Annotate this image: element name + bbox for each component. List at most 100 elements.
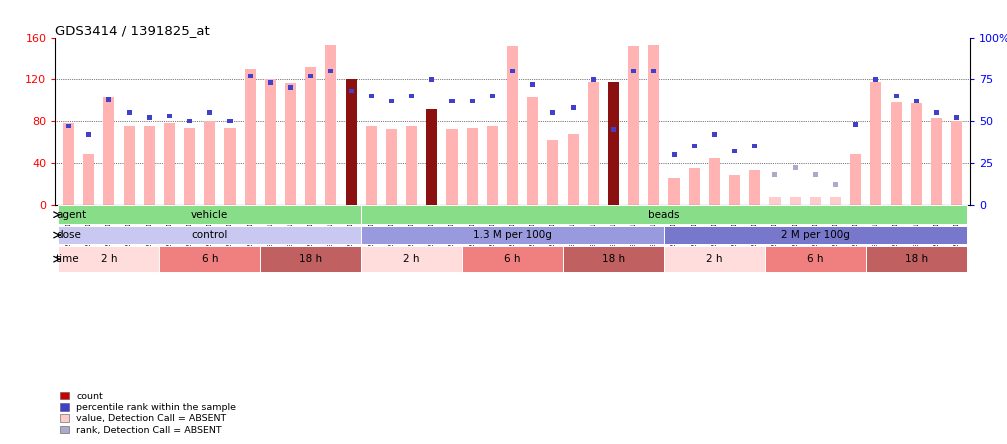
Bar xyxy=(147,115,152,120)
Bar xyxy=(571,105,576,110)
Bar xyxy=(84,155,95,205)
Bar xyxy=(528,97,539,205)
Bar xyxy=(531,82,536,87)
Bar xyxy=(362,205,967,224)
Bar xyxy=(672,152,677,157)
Bar xyxy=(409,94,414,99)
Bar xyxy=(910,103,921,205)
Bar xyxy=(810,197,821,205)
Bar xyxy=(308,74,313,79)
Bar xyxy=(752,144,757,148)
Bar xyxy=(187,119,192,123)
Bar xyxy=(466,128,477,205)
Text: control: control xyxy=(191,230,228,240)
Bar xyxy=(204,121,215,205)
Bar xyxy=(325,45,336,205)
Text: 2 h: 2 h xyxy=(101,254,117,264)
Text: 2 h: 2 h xyxy=(404,254,420,264)
Bar xyxy=(830,197,841,205)
Bar xyxy=(870,82,881,205)
Bar xyxy=(225,128,236,205)
Bar xyxy=(548,140,559,205)
Bar xyxy=(631,69,636,73)
Bar xyxy=(712,132,717,137)
Bar xyxy=(63,123,75,205)
Bar xyxy=(866,246,967,272)
Bar xyxy=(462,246,563,272)
Bar xyxy=(669,178,680,205)
Bar xyxy=(328,69,333,73)
Bar xyxy=(305,67,316,205)
Bar xyxy=(159,246,260,272)
Bar xyxy=(729,175,740,205)
Bar xyxy=(107,97,112,102)
Bar xyxy=(591,77,596,82)
Bar xyxy=(951,121,962,205)
Bar xyxy=(853,122,858,127)
Bar xyxy=(265,79,276,205)
Bar xyxy=(954,115,959,120)
Bar xyxy=(362,246,462,272)
Bar xyxy=(664,226,967,245)
Text: time: time xyxy=(56,254,80,264)
Bar xyxy=(611,127,616,132)
Bar xyxy=(793,166,798,170)
Bar xyxy=(850,155,861,205)
Text: beads: beads xyxy=(649,210,680,220)
Bar xyxy=(489,94,494,99)
Bar xyxy=(588,82,599,205)
Bar xyxy=(789,197,801,205)
Bar xyxy=(873,77,878,82)
Bar xyxy=(469,99,474,103)
Text: vehicle: vehicle xyxy=(191,210,229,220)
Bar xyxy=(664,246,765,272)
Bar xyxy=(551,111,556,115)
Text: 2 M per 100g: 2 M per 100g xyxy=(780,230,850,240)
Bar xyxy=(345,79,356,205)
Bar xyxy=(772,172,777,177)
Bar xyxy=(144,127,155,205)
Bar xyxy=(260,246,362,272)
Text: 2 h: 2 h xyxy=(706,254,723,264)
Bar xyxy=(386,130,397,205)
Bar xyxy=(127,111,132,115)
Bar xyxy=(652,69,657,73)
Bar xyxy=(930,118,942,205)
Legend: count, percentile rank within the sample, value, Detection Call = ABSENT, rank, : count, percentile rank within the sample… xyxy=(60,392,237,435)
Bar xyxy=(833,182,838,187)
Bar xyxy=(228,119,233,123)
Bar xyxy=(248,74,253,79)
Bar xyxy=(608,82,619,205)
Bar xyxy=(58,205,362,224)
Bar xyxy=(58,226,362,245)
Bar xyxy=(362,226,664,245)
Bar xyxy=(890,103,901,205)
Bar xyxy=(366,127,377,205)
Text: 18 h: 18 h xyxy=(299,254,322,264)
Bar xyxy=(449,99,454,103)
Bar xyxy=(406,127,417,205)
Bar xyxy=(913,99,918,103)
Bar xyxy=(563,246,664,272)
Text: 6 h: 6 h xyxy=(201,254,219,264)
Bar xyxy=(245,69,256,205)
Bar xyxy=(104,97,115,205)
Bar xyxy=(184,128,195,205)
Bar xyxy=(124,127,135,205)
Text: 6 h: 6 h xyxy=(505,254,521,264)
Bar xyxy=(167,114,172,119)
Bar xyxy=(689,168,700,205)
Bar xyxy=(285,83,296,205)
Text: dose: dose xyxy=(56,230,81,240)
Bar xyxy=(268,80,273,85)
Bar xyxy=(649,45,660,205)
Bar xyxy=(813,172,818,177)
Text: 18 h: 18 h xyxy=(904,254,927,264)
Bar xyxy=(87,132,92,137)
Bar xyxy=(164,123,175,205)
Bar xyxy=(207,111,212,115)
Bar xyxy=(765,246,866,272)
Bar xyxy=(389,99,394,103)
Bar xyxy=(507,46,519,205)
Text: 6 h: 6 h xyxy=(807,254,824,264)
